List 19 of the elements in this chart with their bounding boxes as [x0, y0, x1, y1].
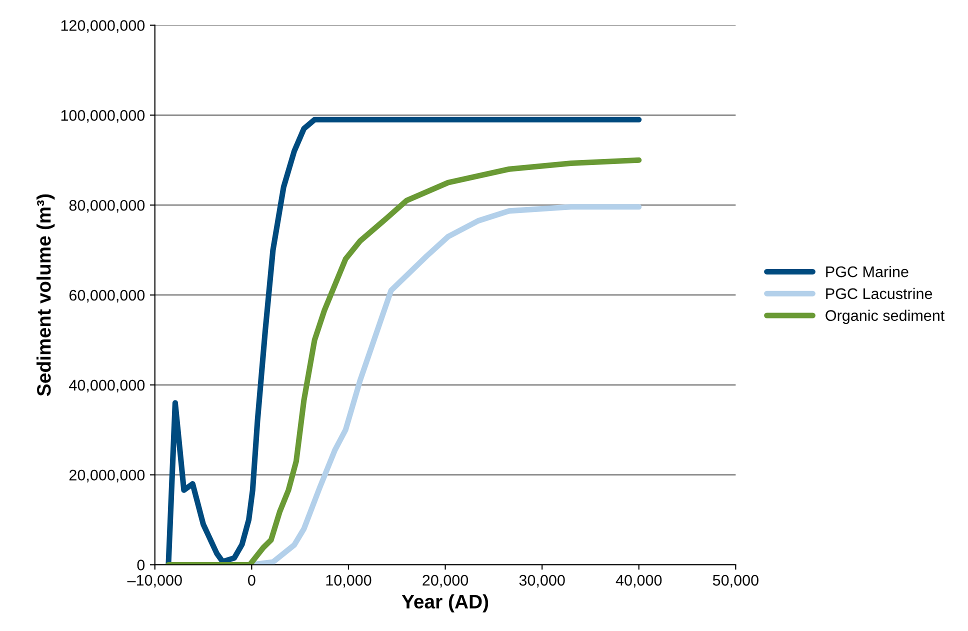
- x-tick-label: 20,000: [422, 574, 468, 588]
- y-tick-label: 100,000,000: [61, 110, 145, 123]
- x-tick-label: 40,000: [616, 574, 662, 588]
- legend-label: Organic sediment: [826, 310, 945, 324]
- legend-label: PGC Marine: [826, 266, 908, 278]
- y-tick-label: 120,000,000: [61, 20, 145, 33]
- y-tick-label: 0: [137, 560, 145, 570]
- y-tick-label: 20,000,000: [69, 470, 145, 482]
- x-tick-label: –10,000: [127, 574, 182, 588]
- x-tick-label: 10,000: [326, 574, 372, 588]
- y-tick-label: 40,000,000: [69, 380, 145, 392]
- x-tick-label: 0: [248, 574, 256, 586]
- x-axis-title: Year (AD): [402, 594, 488, 612]
- x-tick-label: 50,000: [712, 574, 758, 588]
- legend-label: PGC Lacustrine: [826, 288, 932, 300]
- y-tick-label: 80,000,000: [69, 200, 145, 213]
- x-tick-label: 30,000: [519, 574, 565, 588]
- y-axis-title: Sediment volume (m³): [36, 194, 55, 396]
- y-tick-label: 60,000,000: [69, 290, 145, 302]
